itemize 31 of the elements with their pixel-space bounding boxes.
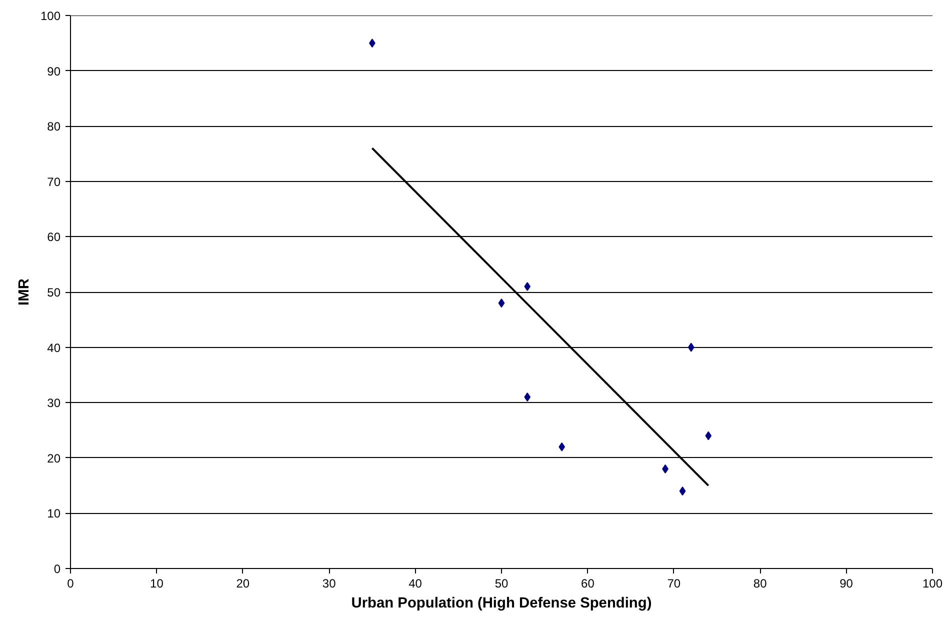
x-tick-label: 60: [581, 576, 595, 590]
y-tick-label: 70: [47, 174, 61, 189]
y-axis-title: IMR: [16, 278, 32, 306]
x-tick-label: 70: [667, 576, 681, 590]
point: [498, 298, 505, 308]
point: [705, 431, 712, 440]
y-tick-label: 20: [47, 451, 61, 466]
y-tick-label: 80: [47, 120, 61, 134]
point: [679, 486, 686, 496]
y-tick-label: 90: [47, 64, 61, 78]
y-tick-label: 100: [40, 9, 61, 23]
x-tick-label: 80: [753, 576, 768, 590]
point: [524, 392, 531, 402]
x-tick-label: 10: [150, 576, 164, 590]
y-tick-label: 0: [54, 562, 61, 576]
y-tick-label: 60: [47, 230, 61, 244]
x-tick-label: 20: [236, 576, 250, 590]
y-tick-label: 50: [47, 286, 61, 300]
x-axis-title: Urban Population (High Defense Spending): [351, 596, 652, 612]
x-tick-label: 50: [494, 576, 508, 590]
x-tick-label: 40: [408, 576, 422, 590]
x-tick-label: 0: [67, 576, 74, 590]
point: [688, 342, 694, 352]
y-tick-label: 40: [47, 340, 61, 355]
point: [524, 282, 531, 291]
point: [558, 442, 566, 452]
x-tick-label: 100: [922, 576, 943, 590]
y-tick-label: 10: [47, 506, 61, 521]
x-tick-label: 30: [322, 576, 336, 590]
x-tick-label: 90: [840, 576, 854, 590]
y-tick-label: 30: [47, 396, 61, 410]
